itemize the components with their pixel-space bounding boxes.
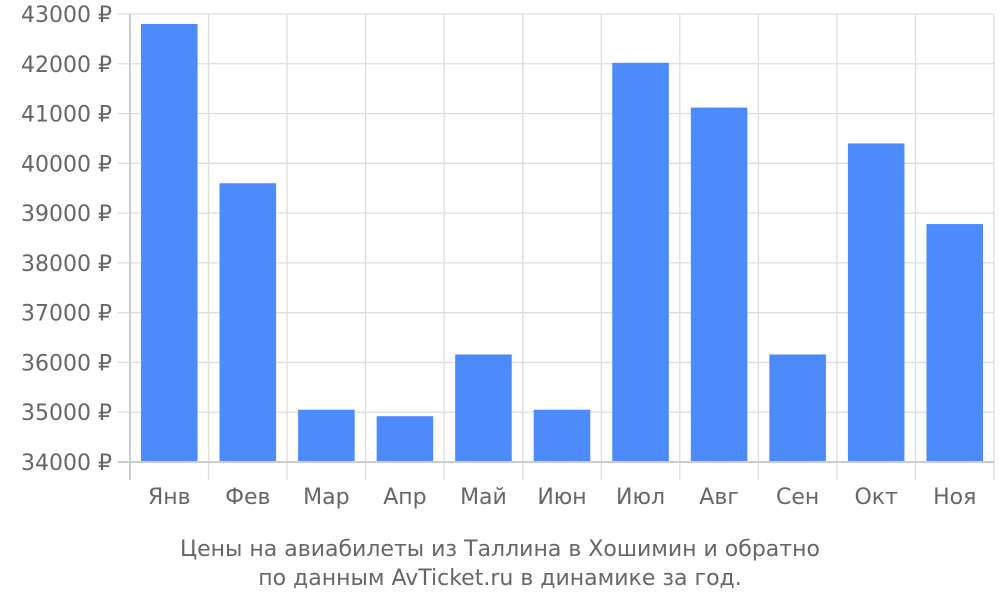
y-tick-label: 38000 ₽ [21, 252, 112, 277]
bar-5 [455, 354, 512, 462]
bar-8 [690, 107, 748, 463]
chart-caption-line-1: Цены на авиабилеты из Таллина в Хошимин … [180, 537, 820, 562]
y-tick-label: 36000 ₽ [21, 351, 112, 376]
x-tick-label: Окт [854, 485, 898, 510]
y-tick-label: 34000 ₽ [21, 451, 112, 476]
y-tick-label: 43000 ₽ [21, 3, 112, 28]
x-tick-label: Июл [616, 485, 665, 510]
y-tick-label: 42000 ₽ [21, 53, 112, 78]
y-tick-label: 37000 ₽ [21, 302, 112, 327]
bar-9 [769, 354, 826, 462]
bars [140, 23, 984, 463]
bar-1 [140, 23, 198, 462]
x-tick-label: Мар [303, 485, 349, 510]
bar-10 [847, 143, 905, 462]
y-tick-label: 40000 ₽ [21, 152, 112, 177]
x-tick-label: Авг [699, 485, 739, 510]
y-tick-labels: 34000 ₽ 35000 ₽ 36000 ₽ 37000 ₽ 38000 ₽ 39000… [21, 3, 112, 476]
axes [118, 14, 994, 480]
x-tick-label: Фев [225, 485, 270, 510]
x-tick-label: Июн [537, 485, 586, 510]
x-tick-label: Ноя [933, 485, 976, 510]
x-tick-label: Янв [148, 485, 191, 510]
bar-11 [926, 224, 984, 462]
bar-2 [219, 183, 277, 462]
y-tick-label: 41000 ₽ [21, 103, 112, 128]
x-tick-label: Апр [383, 485, 426, 510]
x-tick-labels: Янв Фев Мар Апр Май Июн Июл Авг Сен Окт Ноя [148, 485, 976, 510]
x-tick-label: Сен [776, 485, 819, 510]
bar-3 [298, 409, 355, 462]
bar-7 [612, 62, 669, 462]
y-tick-label: 35000 ₽ [21, 401, 112, 426]
x-tick-label: Май [460, 485, 507, 510]
bar-6 [533, 409, 591, 462]
y-tick-label: 39000 ₽ [21, 202, 112, 227]
bar-4 [376, 416, 434, 462]
chart-caption-line-2: по данным AvTicket.ru в динамике за год. [258, 566, 742, 591]
